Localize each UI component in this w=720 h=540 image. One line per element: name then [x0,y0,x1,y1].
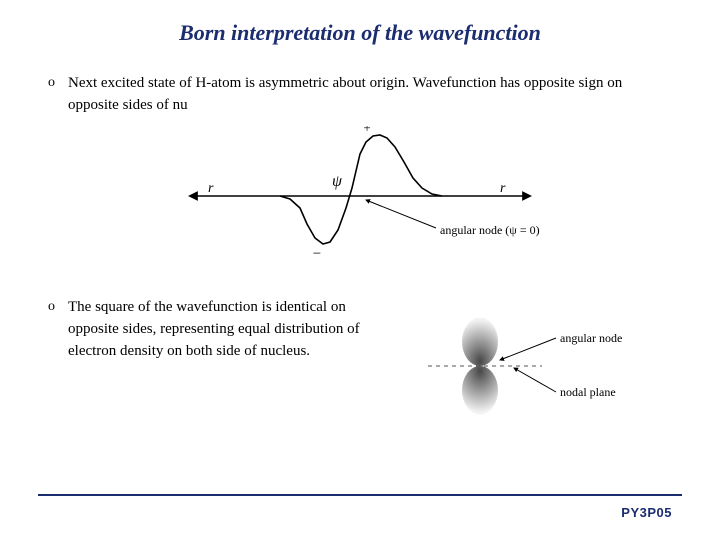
nodal-plane-label: nodal plane [560,385,616,399]
bullet-2-text: The square of the wavefunction is identi… [68,296,398,362]
node-arrow [366,200,436,228]
angular-node-label: angular node [560,331,622,345]
orbital-lobe-top [462,318,498,366]
wavefunction-curve [280,135,442,244]
bullet-2: o The square of the wavefunction is iden… [48,296,398,362]
page-title: Born interpretation of the wavefunction [48,20,672,46]
bullet-1-text: Next excited state of H-atom is asymmetr… [68,72,672,116]
label-arrow [514,368,556,392]
orbital-figure: angular node nodal plane [418,288,648,448]
r-left-label: r [208,181,214,196]
bullet-marker: o [48,72,68,94]
wavefunction-figure: + − ψ r r angular node (ψ = 0) [160,126,560,266]
psi-label: ψ [332,173,343,190]
orbital-lobe-bottom [462,366,498,414]
r-right-label: r [500,181,506,196]
plus-label: + [363,126,370,135]
bullet-1: o Next excited state of H-atom is asymme… [48,72,672,116]
bullet-marker: o [48,296,68,318]
angular-node-label: angular node (ψ = 0) [440,223,540,237]
footer-rule [38,494,682,496]
minus-label: − [313,246,321,262]
label-arrow [500,338,556,360]
footer-label: PY3P05 [621,505,672,520]
